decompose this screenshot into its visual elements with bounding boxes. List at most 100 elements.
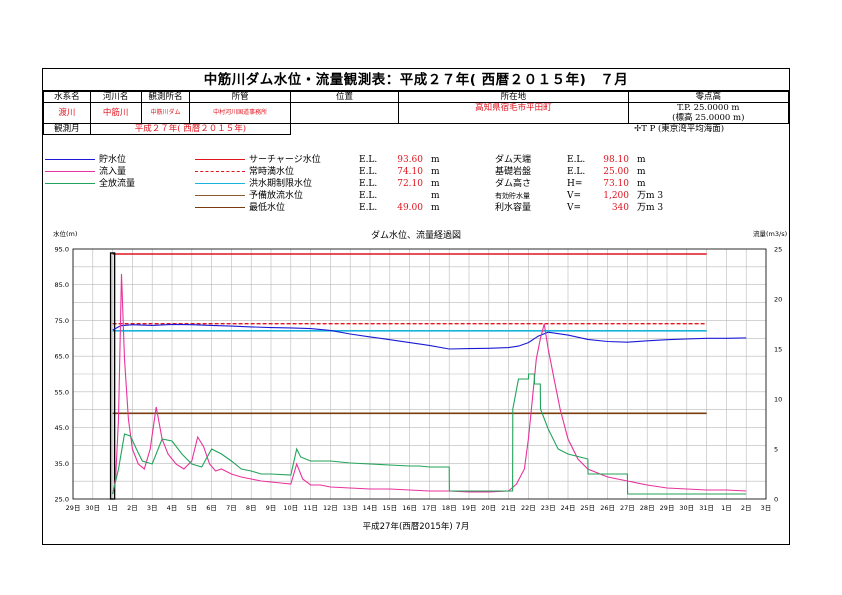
value-position: [289, 102, 400, 124]
value-zero-elev: T.P. 25.0000 m: [677, 103, 740, 114]
chart-y-label: 水位(m): [53, 229, 77, 238]
x-tick-label: 24日: [561, 504, 576, 512]
series-line: [112, 323, 747, 350]
value-zero-elev-alt: (標高 25.0000 m): [672, 113, 745, 123]
x-tick-label: 7日: [226, 504, 237, 512]
x-tick-label: 25日: [580, 504, 595, 512]
y-tick-label: 75.0: [55, 317, 69, 325]
x-tick-label: 12日: [323, 504, 338, 512]
x-tick-label: 1日: [721, 504, 732, 512]
series-line: [112, 373, 747, 495]
value-location: 高知県宿毛市平田町: [398, 102, 629, 124]
spec-height: ダム高さ H= 73.10 m: [495, 179, 646, 189]
chart-title: ダム水位、流量経過図: [371, 229, 461, 241]
level-normal-full: 常時満水位 E.L. 74.10 m: [195, 167, 440, 178]
legend-item-discharge: 全放流量: [45, 179, 135, 190]
x-tick-label: 8日: [246, 504, 257, 512]
value-river: 中筋川: [89, 102, 142, 124]
label-jurisdiction: 所管: [189, 91, 291, 103]
label-zero-elev: 零点高: [627, 91, 790, 103]
y2-tick-label: 0: [774, 496, 778, 504]
x-tick-label: 21日: [501, 504, 516, 512]
y-tick-label: 45.0: [55, 424, 69, 432]
x-tick-label: 2日: [741, 504, 752, 512]
level-pre-release: 予備放流水位 E.L. m: [195, 191, 440, 202]
x-tick-label: 18日: [442, 504, 457, 512]
level-minimum: 最低水位 E.L. 49.00 m: [195, 203, 440, 214]
x-tick-label: 20日: [481, 504, 496, 512]
label-position: 位置: [289, 91, 400, 103]
y2-tick-label: 15: [774, 346, 782, 354]
y-tick-label: 35.0: [55, 460, 69, 468]
y2-tick-label: 25: [774, 246, 782, 254]
x-tick-label: 14日: [363, 504, 378, 512]
report-title: 中筋川ダム水位・流量観測表：平成２７年( 西暦２０１５年) ７月: [43, 69, 789, 91]
y-tick-label: 95.0: [55, 246, 69, 254]
series-line: [112, 273, 747, 495]
value-water-system: 渡川: [43, 102, 91, 124]
x-tick-label: 11日: [303, 504, 318, 512]
chart-axes: 25.0 35.0 45.0 55.0 65.0 75.0 85.0 95.0 0 5 10 15 20…: [55, 246, 783, 513]
legend-item-inflow: 流入量: [45, 167, 126, 178]
spec-bedrock: 基礎岩盤 E.L. 25.00 m: [495, 167, 646, 177]
x-tick-label: 22日: [521, 504, 536, 512]
x-tick-label: 3日: [761, 504, 772, 512]
x-tick-label: 31日: [699, 504, 714, 512]
label-obs-month: 観測月: [43, 123, 91, 135]
value-obs-month: 平成２７年( 西暦２０１５年): [89, 123, 291, 135]
y-tick-label: 25.0: [55, 496, 69, 504]
spec-water-use-capacity: 利水容量 V= 340 万m 3: [495, 203, 664, 213]
report-frame: 中筋川ダム水位・流量観測表：平成２７年( 西暦２０１５年) ７月 水系名 河川名…: [42, 68, 790, 545]
x-tick-label: 19日: [462, 504, 477, 512]
level-surcharge: サーチャージ水位 E.L. 93.60 m: [195, 155, 440, 166]
y-tick-label: 55.0: [55, 388, 69, 396]
legend-area: 貯水位 流入量 全放流量 サーチャージ水位 E.L. 93.60 m 常時満水位 E.L…: [43, 155, 789, 215]
x-tick-label: 4日: [167, 504, 178, 512]
chart-svg: 25.0 35.0 45.0 55.0 65.0 75.0 85.0 95.0 0 5 10 15 20…: [53, 229, 787, 532]
chart-reference-lines: [109, 252, 707, 500]
chart-x-label: 平成27年(西暦2015年) 7月: [363, 521, 470, 532]
y2-tick-label: 10: [774, 396, 782, 404]
datum-note: ✢T P (東京湾平均海面): [634, 124, 725, 135]
spec-crest: ダム天端 E.L. 98.10 m: [495, 155, 646, 165]
level-flood-limit: 洪水期制限水位 E.L. 72.10 m: [195, 179, 440, 190]
x-tick-label: 10日: [283, 504, 298, 512]
x-tick-label: 15日: [382, 504, 397, 512]
x-tick-label: 26日: [600, 504, 615, 512]
legend-swatch: [45, 159, 95, 160]
x-tick-label: 1日: [107, 504, 118, 512]
x-tick-label: 29日: [660, 504, 675, 512]
x-tick-label: 17日: [422, 504, 437, 512]
label-river: 河川名: [89, 91, 142, 103]
x-tick-label: 27日: [620, 504, 635, 512]
legend-swatch: [45, 171, 95, 172]
x-tick-label: 9日: [266, 504, 277, 512]
y2-tick-label: 5: [774, 446, 778, 454]
label-office: 観測所名: [140, 91, 191, 103]
x-tick-label: 6日: [206, 504, 217, 512]
info-table: 水系名 河川名 観測所名 所管 位置 所在地 零点高 渡川 中筋川 中筋川ダム …: [43, 91, 790, 135]
chart-y2-label: 流量(m3/s): [753, 229, 787, 238]
y2-tick-label: 20: [774, 296, 782, 304]
plot-area: [72, 248, 767, 500]
x-tick-label: 3日: [147, 504, 158, 512]
label-water-system: 水系名: [43, 91, 91, 103]
x-tick-label: 2日: [127, 504, 138, 512]
chart-grid: [72, 248, 767, 500]
label-location: 所在地: [398, 91, 629, 103]
value-office: 中筋川ダム: [140, 102, 191, 124]
x-tick-label: 5日: [186, 504, 197, 512]
x-tick-label: 28日: [640, 504, 655, 512]
chart-series: [112, 273, 747, 495]
x-tick-label: 16日: [402, 504, 417, 512]
value-jurisdiction: 中村河川国道事務所: [189, 102, 291, 124]
legend-item-storage-level: 貯水位: [45, 155, 126, 166]
y-tick-label: 85.0: [55, 281, 69, 289]
y-tick-label: 65.0: [55, 353, 69, 361]
x-tick-label: 29日: [66, 504, 81, 512]
legend-swatch: [45, 183, 95, 184]
x-tick-label: 13日: [343, 504, 358, 512]
x-tick-label: 30日: [679, 504, 694, 512]
spec-effective-storage: 有効貯水量 V= 1,200 万m 3: [495, 191, 664, 201]
x-tick-label: 30日: [85, 504, 100, 512]
